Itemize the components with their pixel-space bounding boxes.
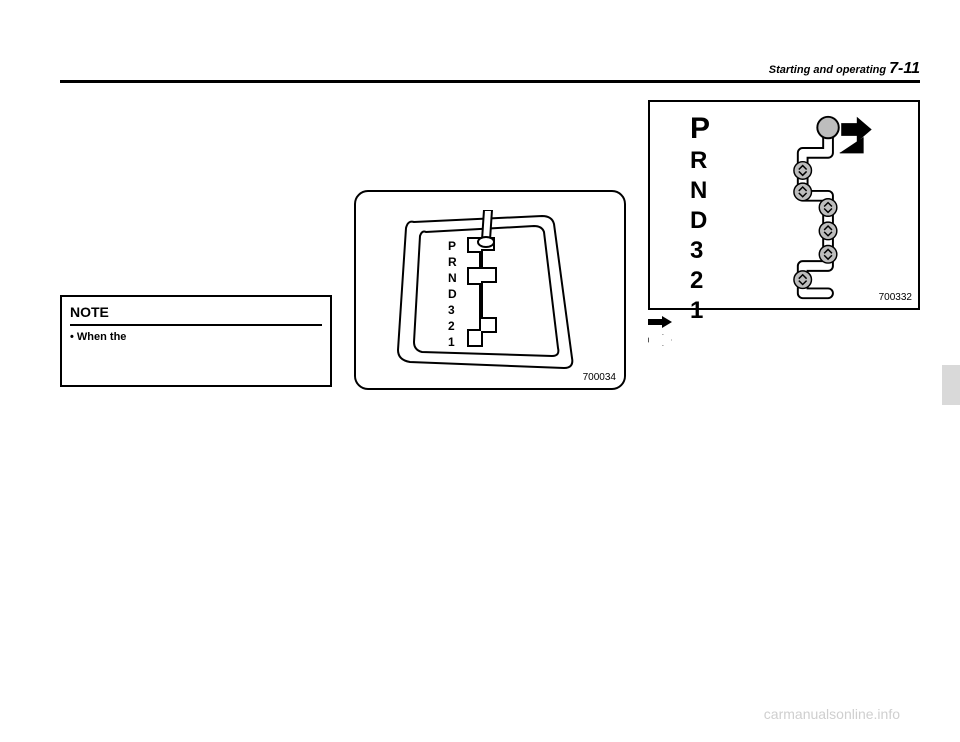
shifter-lever: [482, 210, 492, 240]
solid-arrow-icon: [648, 316, 672, 328]
gate-figure: P R N D 3 2 1: [648, 100, 920, 310]
gate-detent-0: [794, 162, 812, 180]
gate-detent-1: [794, 183, 812, 201]
note-first-line: • When the: [70, 331, 126, 343]
gate-label-P: P: [690, 112, 710, 146]
hollow-arrow-icon: [648, 334, 672, 346]
column-2: P R N D 3 2 1 700034: [354, 100, 626, 680]
legend-solid-row: [648, 316, 920, 328]
column-1: placeholder NOTE • When the: [60, 100, 332, 680]
gate-label-N: N: [690, 176, 710, 206]
gate-labels: P R N D 3 2 1: [690, 112, 710, 326]
page-header: Starting and operating 7-11: [769, 60, 920, 78]
page-number: 7-11: [889, 60, 920, 77]
gate-label-D: D: [690, 206, 710, 236]
note-box: NOTE • When the: [60, 295, 332, 387]
section-title: Starting and operating: [769, 64, 886, 76]
text-columns: placeholder NOTE • When the: [60, 100, 920, 680]
shifter-label-P: P: [448, 239, 456, 253]
gate-label-1: 1: [690, 296, 710, 326]
gate-lock-arrow: [840, 118, 871, 153]
figure-id-700034: 700034: [583, 371, 616, 385]
top-rule: [60, 80, 920, 83]
figure-id-700332: 700332: [879, 291, 912, 305]
gate-p-node: [817, 117, 838, 138]
shifter-label-1: 1: [448, 335, 455, 349]
gate-svg: [770, 110, 890, 305]
gate-detent-2: [819, 199, 837, 217]
shifter-svg: P R N D 3 2 1: [396, 210, 576, 370]
column-3: P R N D 3 2 1: [648, 100, 920, 680]
gate-label-3: 3: [690, 236, 710, 266]
shifter-label-3: 3: [448, 303, 455, 317]
watermark: carmanualsonline.info: [764, 706, 900, 722]
chapter-tab: [942, 365, 960, 405]
legend-hollow-row: [648, 334, 920, 346]
gate-detent-5: [794, 271, 812, 289]
shifter-figure: P R N D 3 2 1 700034: [354, 190, 626, 390]
manual-page: Starting and operating 7-11 placeholder …: [60, 60, 940, 700]
gate-label-2: 2: [690, 266, 710, 296]
shifter-label-N: N: [448, 271, 457, 285]
gate-detent-3: [819, 222, 837, 240]
shifter-label-R: R: [448, 255, 457, 269]
shifter-lever-base: [478, 237, 494, 247]
shifter-plate: P R N D 3 2 1: [396, 210, 576, 370]
gate-detent-4: [819, 246, 837, 264]
gate-label-R: R: [690, 146, 710, 176]
shifter-label-2: 2: [448, 319, 455, 333]
shifter-label-D: D: [448, 287, 457, 301]
note-label: NOTE: [70, 303, 322, 326]
